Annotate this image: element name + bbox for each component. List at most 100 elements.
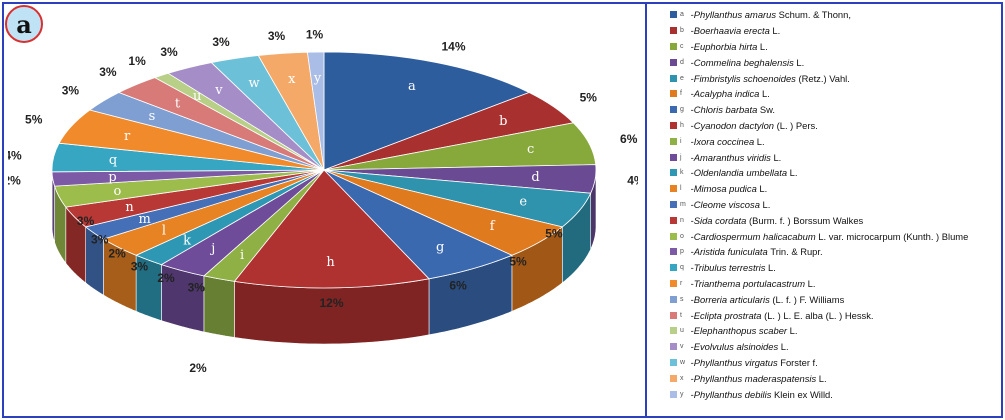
legend-species: Phyllanthus virgatus <box>693 356 778 368</box>
legend-dash: - <box>688 325 694 337</box>
legend-key: q <box>680 264 684 272</box>
legend-swatch <box>670 311 677 319</box>
slice-percent-s: 3% <box>62 84 80 98</box>
legend-item-n: n - Sida cordata (Burm. f. ) Borssum Wal… <box>670 212 1000 228</box>
legend-species: Cleome viscosa <box>693 198 760 210</box>
legend-key: s <box>680 295 684 303</box>
slice-letter-j: j <box>209 242 215 257</box>
slice-letter-e: e <box>519 195 527 210</box>
legend-key: n <box>680 216 684 224</box>
slice-percent-k: 2% <box>157 271 175 285</box>
legend-swatch <box>670 42 677 50</box>
legend-species: Ixora coccinea <box>693 135 755 147</box>
legend-key: e <box>680 74 684 82</box>
legend-author: Schum. & Thonn, <box>776 9 851 21</box>
legend-author: L. <box>769 25 781 37</box>
legend-key: j <box>680 153 682 161</box>
legend-dash: - <box>688 388 694 400</box>
legend-species: Elephanthopus scaber <box>693 325 788 337</box>
legend-swatch <box>670 185 677 193</box>
legend-dash: - <box>688 56 694 68</box>
legend-item-k: k - Oldenlandia umbellata L. <box>670 165 1000 181</box>
legend-author: L. <box>787 325 798 337</box>
slice-percent-l: 3% <box>131 260 149 274</box>
legend-dash: - <box>688 246 694 258</box>
legend-item-u: u - Elephanthopus scaber L. <box>670 323 1000 339</box>
legend-item-t: t - Eclipta prostrata (L. ) L. E. alba (… <box>670 307 1000 323</box>
pie-slice-a <box>323 51 531 171</box>
legend-dash: - <box>688 88 694 100</box>
slice-percent-w: 3% <box>212 35 230 49</box>
legend-dash: - <box>688 9 694 21</box>
legend-key: x <box>680 374 684 382</box>
slice-letter-h: h <box>326 255 335 270</box>
legend-dash: - <box>688 104 694 116</box>
legend-item-r: r - Trianthema portulacastrum L. <box>670 276 1000 292</box>
legend-swatch <box>670 11 677 19</box>
legend-dash: - <box>688 277 694 289</box>
legend-key: o <box>680 232 684 240</box>
legend-dash: - <box>688 214 694 226</box>
legend-key: p <box>680 248 684 256</box>
legend-species: Phyllanthus amarus <box>693 9 777 21</box>
slice-percent-d: 4% <box>627 173 638 187</box>
slice-percent-b: 5% <box>580 90 598 104</box>
slice-percent-f: 5% <box>509 255 527 269</box>
legend-item-y: y - Phyllanthus debilis Klein ex Willd. <box>670 386 1000 402</box>
panel-divider <box>645 2 647 418</box>
legend-key: f <box>680 90 682 98</box>
slice-letter-v: v <box>214 83 223 98</box>
legend-species: Trianthema portulacastrum <box>693 277 806 289</box>
legend-species: Phyllanthus debilis <box>693 388 772 400</box>
slice-letter-w: w <box>249 76 260 91</box>
legend-swatch <box>670 343 677 351</box>
slice-percent-p: 2% <box>8 173 21 187</box>
slice-letter-g: g <box>436 240 444 255</box>
legend-author: L. <box>754 135 765 147</box>
legend-species: Evolvulus alsinoides <box>693 341 779 353</box>
legend-author: L. var. microcarpum (Kunth. ) Blume <box>815 230 969 242</box>
legend-item-s: s - Borreria articularis (L. f. ) F. Wil… <box>670 291 1000 307</box>
legend-item-a: a - Phyllanthus amarus Schum. & Thonn, <box>670 7 1000 23</box>
pie-percent-labels: 14%5%6%4%5%5%6%12%3%2%3%2%3%3%2%4%5%3%3%… <box>8 30 638 375</box>
legend: a - Phyllanthus amarus Schum. & Thonn, b … <box>670 7 1000 402</box>
legend-key: g <box>680 106 684 114</box>
legend-key: i <box>680 137 682 145</box>
legend-key: b <box>680 27 684 35</box>
slice-percent-c: 6% <box>620 132 638 146</box>
slice-letter-f: f <box>490 219 496 234</box>
extra-percent-label: 2% <box>189 361 207 375</box>
legend-species: Aristida funiculata <box>693 246 768 258</box>
legend-item-m: m - Cleome viscosa L. <box>670 197 1000 213</box>
pie-tops <box>51 51 597 289</box>
legend-swatch <box>670 390 677 398</box>
slice-percent-u: 1% <box>128 54 146 68</box>
slice-letter-l: l <box>162 224 166 239</box>
legend-author: L. <box>756 183 768 195</box>
legend-species: Commelina beghalensis <box>693 56 794 68</box>
legend-dash: - <box>688 309 694 321</box>
legend-dash: - <box>688 293 694 305</box>
legend-species: Tribulus terrestris <box>693 262 766 274</box>
legend-dash: - <box>688 40 694 52</box>
legend-key: d <box>680 58 684 66</box>
legend-swatch <box>670 27 677 35</box>
slice-percent-v: 3% <box>160 45 178 59</box>
legend-dash: - <box>688 198 694 210</box>
legend-species: Acalypha indica <box>693 88 760 100</box>
legend-species: Phyllanthus maderaspatensis <box>693 372 817 384</box>
legend-author: L. <box>805 277 816 289</box>
legend-author: (Retz.) Vahl. <box>795 72 850 84</box>
legend-item-f: f - Acalypha indica L. <box>670 86 1000 102</box>
legend-author: (Burm. f. ) Borssum Walkes <box>746 214 864 226</box>
slice-letter-o: o <box>113 184 121 199</box>
slice-letter-q: q <box>109 153 117 168</box>
slice-letter-p: p <box>108 170 116 185</box>
slice-percent-m: 2% <box>108 247 126 261</box>
legend-key: l <box>680 185 682 193</box>
slice-percent-y: 1% <box>306 30 324 41</box>
pie-slice-y <box>306 51 325 171</box>
legend-swatch <box>670 200 677 208</box>
legend-author: (L. ) Pers. <box>774 119 818 131</box>
